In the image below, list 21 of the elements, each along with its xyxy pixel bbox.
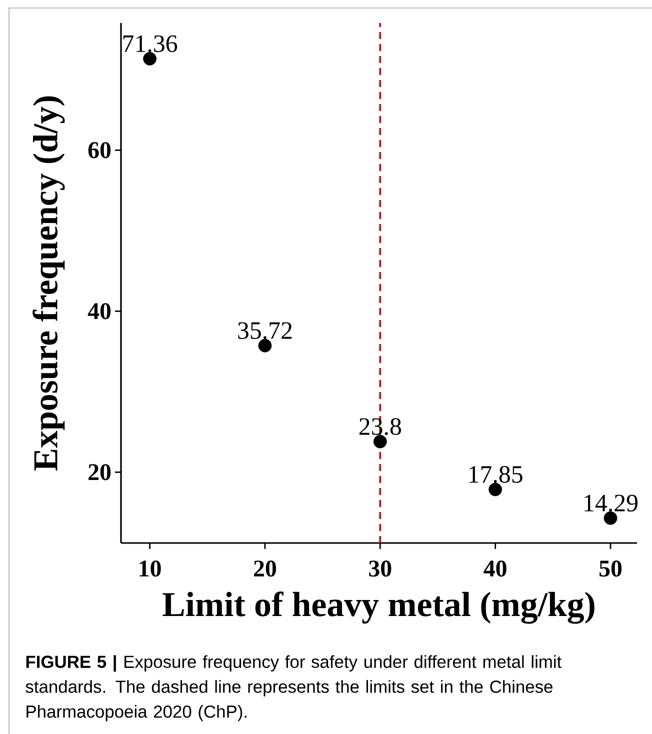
x-axis-title: Limit of heavy metal (mg/kg): [162, 591, 594, 624]
point: [604, 511, 618, 525]
data-label: 17.85: [469, 466, 522, 483]
y-axis-title: Exposure frequency (d/y): [32, 96, 65, 471]
point: [373, 434, 387, 448]
point: [143, 52, 156, 66]
data-label: 35.72: [238, 322, 292, 340]
x-tick-label: 40: [484, 560, 506, 577]
data-label: 71.36: [123, 35, 178, 52]
x-tick-label: 10: [140, 560, 161, 577]
y-tick-label: 60: [88, 142, 111, 158]
point: [488, 482, 502, 496]
x-tick-label: 20: [254, 560, 276, 577]
x-tick-label: 30: [369, 560, 392, 577]
y-tick-label: 40: [88, 303, 111, 320]
point: [258, 338, 272, 352]
text: FIGURE 5 | Exposure frequency for safety under different metal limit standards. The dashed line represents the limits set in the Chinese Pharmacopoeia 2020 (ChP).: [26, 655, 562, 722]
x-tick-label: 50: [600, 560, 622, 577]
y-tick-label: 20: [88, 464, 111, 480]
data-label: 23.8: [359, 418, 401, 436]
data-label: 14.29: [584, 494, 638, 512]
